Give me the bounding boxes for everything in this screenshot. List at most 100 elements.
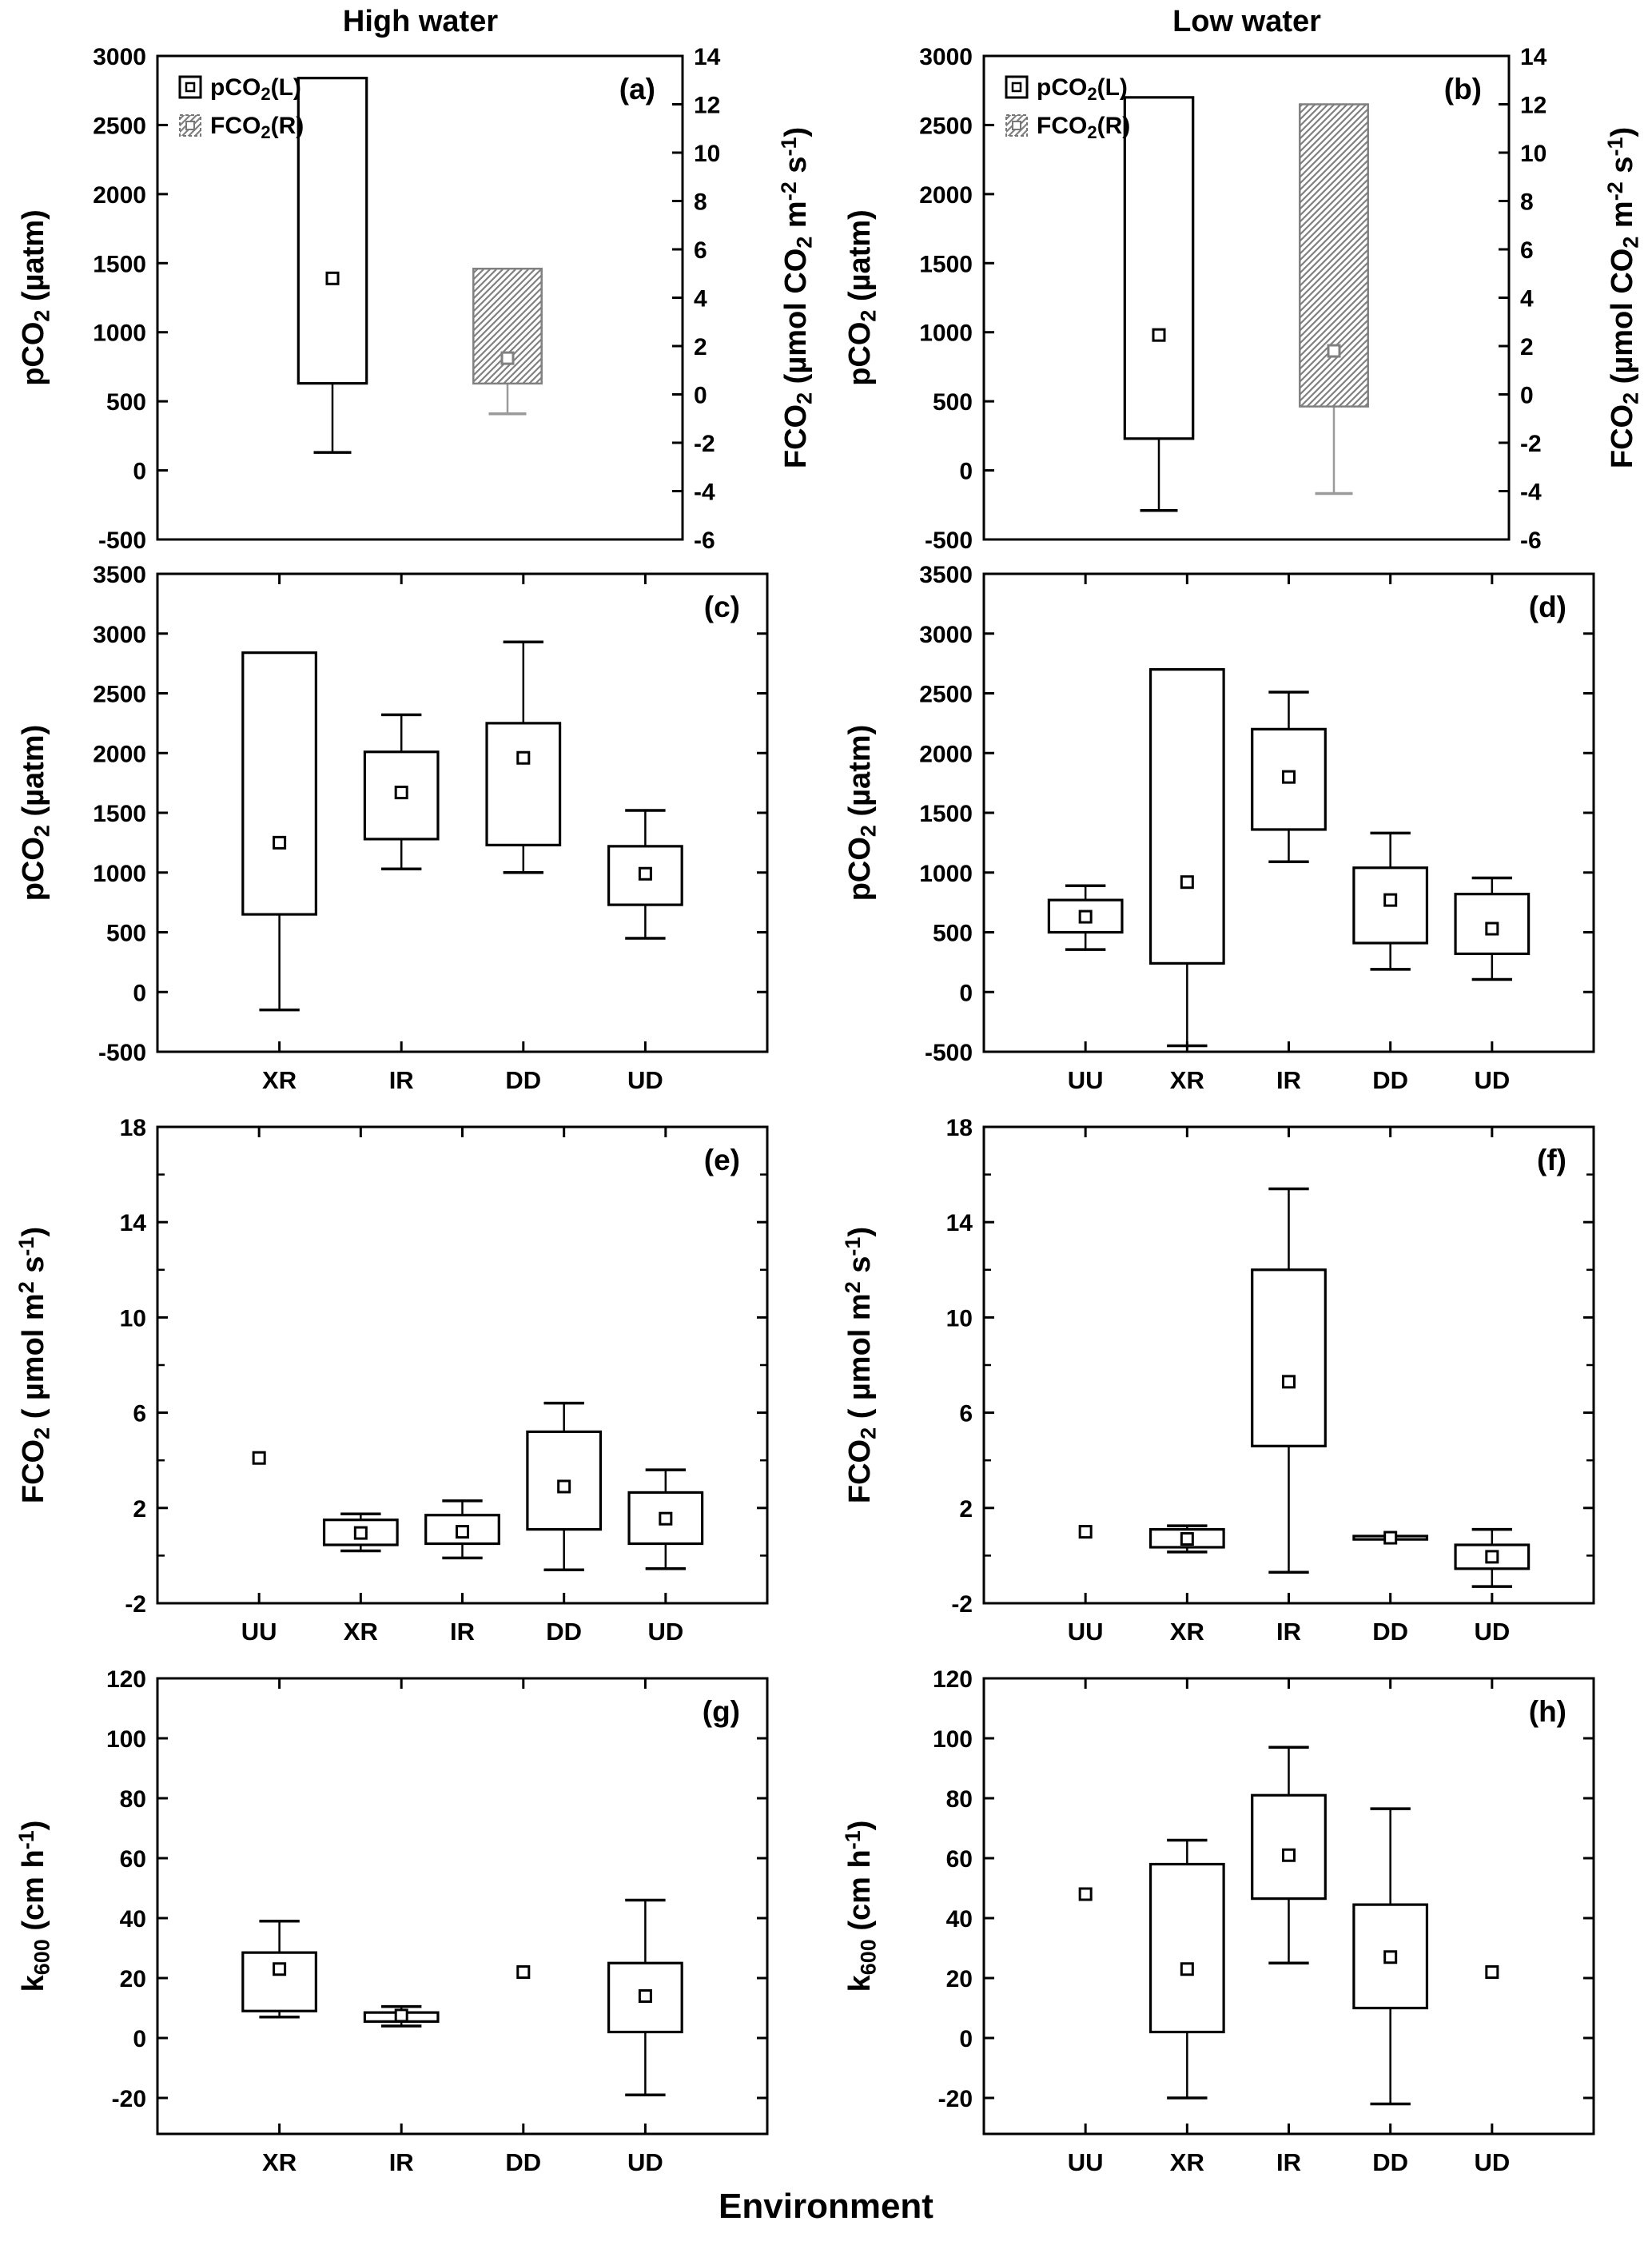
axis-ticks (157, 54, 683, 541)
svg-text:18: 18 (946, 1115, 973, 1141)
svg-text:14: 14 (1520, 44, 1547, 70)
panel-b-chart: -500 0 500 1000 1500 2000 2500 3000 -6 -4 -2 0 2 4 6 8 1… (843, 44, 1643, 554)
column-title-low-water: Low water (1172, 5, 1321, 38)
svg-text:0: 0 (133, 2026, 146, 2052)
axis-labels: -2 2 6 10 14 18 FCO2 ( µmol m2 s-1) UU XR IR DD UD (… (841, 1115, 1566, 1646)
box-UU (1078, 1525, 1093, 1539)
svg-text:1000: 1000 (919, 320, 973, 347)
svg-text:2000: 2000 (93, 741, 146, 767)
svg-text:FCO2(R): FCO2(R) (1037, 113, 1130, 142)
box-FCO2 (472, 267, 543, 416)
svg-text:40: 40 (946, 1906, 973, 1933)
box-DD (526, 1401, 603, 1572)
svg-text:-500: -500 (925, 1040, 973, 1066)
axis-labels: -500 0 500 1000 1500 2000 2500 3000 3500 pCO2 (µa… (17, 562, 740, 1094)
box-UD (607, 1898, 683, 2096)
panel-letter: (h) (1529, 1695, 1566, 1728)
svg-text:0: 0 (959, 459, 973, 485)
svg-text:-6: -6 (1520, 527, 1542, 554)
panel-letter: (c) (704, 591, 740, 623)
svg-text:6: 6 (1520, 237, 1534, 264)
panel-letter: (a) (619, 73, 655, 105)
panel-letter: (g) (703, 1695, 740, 1728)
axis-labels: -2 2 6 10 14 18 FCO2 ( µmol m2 s-1) UU XR IR DD UD (… (14, 1115, 740, 1646)
svg-text:DD: DD (1372, 1066, 1408, 1094)
svg-text:-4: -4 (1520, 480, 1542, 506)
box-IR (363, 2004, 440, 2028)
svg-text:pCO2 (µatm): pCO2 (µatm) (17, 725, 54, 902)
svg-text:1500: 1500 (93, 801, 146, 827)
svg-text:1500: 1500 (919, 251, 973, 277)
svg-text:10: 10 (1520, 141, 1547, 167)
svg-text:10: 10 (120, 1305, 146, 1331)
axis-labels: -500 0 500 1000 1500 2000 2500 3000 -6 -4 -2 0 2 4 6 8 1… (843, 44, 1643, 554)
svg-text:DD: DD (546, 1618, 582, 1646)
box-UU (1047, 884, 1124, 951)
svg-text:UD: UD (627, 2148, 663, 2176)
panel-letter: (b) (1444, 73, 1482, 105)
svg-text:10: 10 (694, 141, 720, 167)
svg-text:2: 2 (694, 334, 707, 360)
box-XR (1148, 668, 1225, 1048)
box-pCO2 (1123, 96, 1195, 512)
box-XR (1148, 1838, 1225, 2100)
legend-item: pCO2(L) (178, 74, 301, 104)
axis-labels: -20 0 20 40 60 80 100 120 k600 (cm h-1) UU XR IR DD U… (841, 1666, 1566, 2176)
svg-text:0: 0 (133, 980, 146, 1006)
svg-text:pCO2(L): pCO2(L) (210, 74, 301, 104)
plot-frame (156, 54, 684, 541)
svg-text:2: 2 (1520, 334, 1534, 360)
svg-text:2000: 2000 (93, 182, 146, 209)
axis-ticks (984, 572, 1594, 1053)
svg-text:500: 500 (106, 921, 146, 947)
svg-text:FCO2(R): FCO2(R) (210, 113, 304, 142)
svg-text:0: 0 (959, 980, 973, 1006)
legend-hatched-box-icon (179, 114, 201, 137)
box-UD (607, 809, 683, 940)
svg-text:120: 120 (106, 1666, 146, 1693)
svg-text:2500: 2500 (93, 113, 146, 139)
box-FCO2 (1299, 103, 1369, 496)
svg-text:2000: 2000 (919, 741, 973, 767)
box-DD (1352, 831, 1429, 971)
svg-text:3000: 3000 (919, 622, 973, 648)
box-UU (252, 1451, 266, 1465)
svg-text:100: 100 (106, 1726, 146, 1753)
axis-ticks (984, 1677, 1594, 2134)
svg-text:500: 500 (933, 921, 973, 947)
svg-text:pCO2 (µatm): pCO2 (µatm) (17, 209, 54, 386)
svg-text:k600 (cm h-1): k600 (cm h-1) (14, 1821, 54, 1992)
svg-text:-6: -6 (694, 527, 715, 554)
svg-text:18: 18 (120, 1115, 146, 1141)
axis-labels: -500 0 500 1000 1500 2000 2500 3000 -6 -4 -2 0 2 4 6 8 1… (17, 44, 817, 554)
box-IR (363, 713, 440, 871)
box-XR (241, 651, 317, 1012)
svg-text:500: 500 (106, 389, 146, 416)
svg-text:14: 14 (694, 44, 721, 70)
legend-item: FCO2(R) (1005, 113, 1130, 142)
svg-text:UD: UD (1474, 2148, 1510, 2176)
svg-text:2: 2 (133, 1496, 146, 1523)
svg-text:-2: -2 (951, 1591, 973, 1618)
svg-text:20: 20 (946, 1966, 973, 1992)
svg-text:6: 6 (133, 1401, 146, 1427)
svg-text:3000: 3000 (919, 44, 973, 70)
svg-text:pCO2 (µatm): pCO2 (µatm) (843, 725, 881, 902)
panel-letter: (e) (704, 1144, 740, 1176)
svg-text:3500: 3500 (93, 562, 146, 588)
svg-text:-20: -20 (112, 2086, 146, 2112)
svg-text:2500: 2500 (93, 682, 146, 708)
svg-text:UD: UD (627, 1066, 663, 1094)
svg-text:-20: -20 (938, 2086, 973, 2112)
panel-h-chart: -20 0 20 40 60 80 100 120 k600 (cm h-1) UU XR IR DD U… (841, 1666, 1595, 2176)
svg-text:40: 40 (120, 1906, 146, 1933)
svg-text:FCO2 ( µmol m2 s-1): FCO2 ( µmol m2 s-1) (841, 1227, 881, 1503)
svg-text:1000: 1000 (919, 861, 973, 887)
svg-text:XR: XR (262, 1066, 297, 1094)
svg-text:2000: 2000 (919, 182, 973, 209)
svg-text:80: 80 (120, 1786, 146, 1813)
svg-text:IR: IR (389, 2148, 414, 2176)
svg-text:UU: UU (1068, 1618, 1104, 1646)
svg-text:XR: XR (344, 1618, 378, 1646)
svg-text:4: 4 (1520, 286, 1534, 312)
